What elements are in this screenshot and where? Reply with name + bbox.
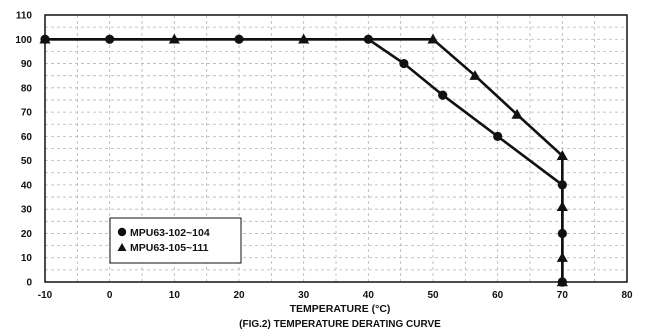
y-tick-label: 90 [21,59,33,70]
data-point-triangle [469,70,481,80]
legend-box [109,217,242,264]
x-tick-label: 60 [492,290,504,301]
x-tick-label: 70 [557,290,569,301]
data-point-triangle [427,33,439,44]
x-tick-label: 40 [363,290,375,301]
data-point-triangle [556,252,568,262]
x-axis-title: TEMPERATURE (°C) [290,303,391,315]
legend-marker-circle [117,227,127,237]
data-point-circle [363,34,373,44]
legend-label-series-2: MPU63-105~111 [130,242,209,254]
y-tick-label: 40 [21,180,33,191]
data-point-circle [234,34,244,44]
y-tick-label: 0 [26,278,32,289]
data-point-circle [557,228,567,239]
data-point-triangle [168,33,180,44]
y-tick-label: 10 [21,253,33,264]
y-tick-label: 70 [21,108,33,119]
y-tick-label: 20 [21,229,33,240]
data-point-circle [493,131,503,141]
y-tick-label: 30 [21,205,33,216]
x-tick-label: 10 [169,290,181,301]
x-tick-label: 0 [107,290,113,301]
plot-frame [44,14,628,283]
figure-caption: (FIG.2) TEMPERATURE DERATING CURVE [239,319,441,330]
data-point-triangle [39,33,51,44]
data-point-circle [399,58,409,69]
legend: MPU63-102~104 MPU63-105~111 [109,217,242,264]
data-point-triangle [556,201,568,211]
data-point-circle [105,34,115,44]
data-point-circle [438,90,448,100]
legend-marker-triangle [117,243,127,251]
y-tick-label: 80 [21,83,33,94]
data-point-triangle [298,33,310,44]
x-tick-label: -10 [38,290,53,301]
data-point-triangle [556,150,568,160]
data-point-circle [557,180,567,190]
y-tick-label: 110 [16,11,33,22]
data-point-triangle [511,108,523,119]
x-tick-label: 80 [621,290,633,301]
legend-label-series-1: MPU63-102~104 [130,227,210,239]
y-tick-label: 60 [21,132,33,143]
x-tick-label: 30 [298,290,310,301]
y-tick-label: 50 [21,156,33,167]
y-tick-label: 100 [15,35,32,46]
y-axis-ticks: 0 10 20 30 40 50 60 70 80 90 100 110 [15,11,32,289]
x-tick-label: 20 [233,290,245,301]
series-layer [39,33,568,287]
x-tick-label: 50 [427,290,439,301]
data-point-triangle [556,276,568,287]
x-axis-ticks: -10 0 10 20 30 40 50 60 70 80 [38,290,633,301]
